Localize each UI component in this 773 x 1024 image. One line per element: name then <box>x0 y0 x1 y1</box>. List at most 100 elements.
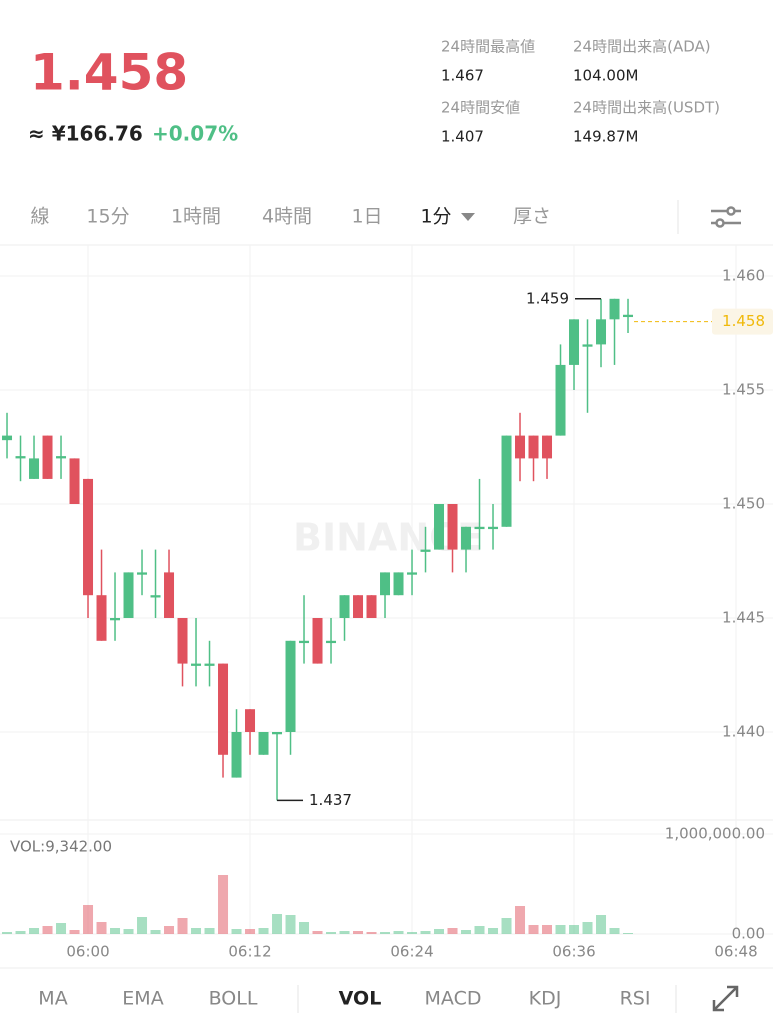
volume-bar <box>137 917 148 934</box>
candle-body <box>353 595 364 618</box>
candle-body <box>299 640 310 644</box>
tab[interactable]: 線 <box>30 206 49 228</box>
volume-bar <box>150 930 161 934</box>
volume-bar <box>272 914 283 934</box>
stat-label: 24時間安値 <box>441 99 520 117</box>
tab[interactable]: 厚さ <box>513 206 551 228</box>
candle-body <box>447 504 458 550</box>
candle-body <box>555 364 566 436</box>
volume-bar <box>15 931 26 934</box>
candle-body <box>245 709 256 732</box>
settings-icon[interactable] <box>711 206 741 228</box>
volume-bar <box>596 915 607 934</box>
volume-bar <box>339 931 350 934</box>
change: +0.07% <box>152 122 238 146</box>
stat-value: 104.00M <box>573 67 638 85</box>
volume-bar <box>204 928 215 934</box>
indicator[interactable]: RSI <box>620 988 651 1010</box>
candle-body <box>164 572 175 618</box>
price: 1.458 <box>30 44 188 102</box>
candle-body <box>515 435 526 459</box>
volume-bar <box>366 932 377 934</box>
tab[interactable]: 15分 <box>86 206 129 228</box>
tab-active[interactable]: 1分 <box>420 206 451 228</box>
y-tick-label: 1.450 <box>722 495 765 513</box>
volume-bar <box>285 915 296 934</box>
volume-bar <box>380 932 391 934</box>
volume-bar <box>56 923 67 934</box>
candle-body <box>191 663 202 666</box>
candle-body <box>380 572 391 596</box>
candle-body <box>2 435 13 441</box>
tab[interactable]: 1日 <box>351 206 382 228</box>
candle-body <box>528 435 539 459</box>
x-tick-label: 06:12 <box>228 943 271 961</box>
candle-body <box>474 526 485 530</box>
stat-label: 24時間出来高(USDT) <box>573 99 720 117</box>
candle-body <box>434 504 445 550</box>
indicator[interactable]: KDJ <box>529 988 562 1010</box>
x-tick-label: 06:36 <box>552 943 595 961</box>
volume-bar <box>555 925 566 934</box>
candle-body <box>596 319 607 345</box>
volume-bar <box>447 928 458 934</box>
candle-body <box>488 526 499 530</box>
volume-bar <box>245 929 256 934</box>
volume-bar <box>69 930 80 934</box>
volume-bar <box>434 929 445 934</box>
candle-body <box>366 595 377 618</box>
candle-body <box>110 617 121 621</box>
candle-body <box>15 456 26 459</box>
volume-bar <box>218 875 229 934</box>
volume-bar <box>582 922 593 934</box>
volume-bar <box>312 931 323 934</box>
tab[interactable]: 1時間 <box>171 206 221 228</box>
indicator[interactable]: EMA <box>122 988 163 1010</box>
candle-body <box>339 595 350 618</box>
candle-body <box>420 549 431 552</box>
candle-body <box>461 526 472 550</box>
expand-icon[interactable] <box>712 985 739 1012</box>
candle-body <box>177 617 188 664</box>
candle-body <box>29 458 40 479</box>
approx-price: ≈ ¥166.76 <box>28 122 143 146</box>
volume-bar <box>191 928 202 934</box>
last-price-tag <box>712 308 773 335</box>
candle-body <box>231 731 242 778</box>
volume-bar <box>326 932 337 934</box>
candle-body <box>285 640 296 732</box>
volume-bar <box>488 928 499 934</box>
volume-bar <box>353 931 364 934</box>
y2-tick-label: 1,000,000.00 <box>665 825 765 843</box>
x-tick-label: 06:24 <box>390 943 433 961</box>
y-tick-label: 1.445 <box>722 608 765 626</box>
candle-body <box>218 663 229 755</box>
y-tick-label: 1.440 <box>722 722 765 740</box>
tab[interactable]: 4時間 <box>262 206 312 228</box>
candle-body <box>96 595 107 641</box>
last-price-label: 1.458 <box>722 312 765 330</box>
volume-bar <box>123 929 134 934</box>
candle-body <box>258 731 269 755</box>
candle-body <box>569 319 580 365</box>
indicator[interactable]: MA <box>38 988 67 1010</box>
candle-body <box>42 435 53 479</box>
x-tick-label: 06:48 <box>714 943 757 961</box>
indicator-active[interactable]: VOL <box>339 988 382 1010</box>
y2-tick-label: 0.00 <box>732 925 765 943</box>
volume-bar <box>474 926 485 934</box>
volume-bar <box>2 932 13 934</box>
candle-body <box>609 298 620 320</box>
indicator[interactable]: BOLL <box>209 988 258 1010</box>
volume-bar <box>569 925 580 934</box>
volume-label: VOL:9,342.00 <box>10 838 112 856</box>
indicator[interactable]: MACD <box>425 988 482 1010</box>
volume-bar <box>231 929 242 934</box>
candle-body <box>623 314 634 318</box>
candle-body <box>204 663 215 666</box>
candle-body <box>582 344 593 347</box>
stat-value: 1.407 <box>441 128 484 146</box>
volume-bar <box>110 928 121 934</box>
volume-bar <box>420 931 431 934</box>
